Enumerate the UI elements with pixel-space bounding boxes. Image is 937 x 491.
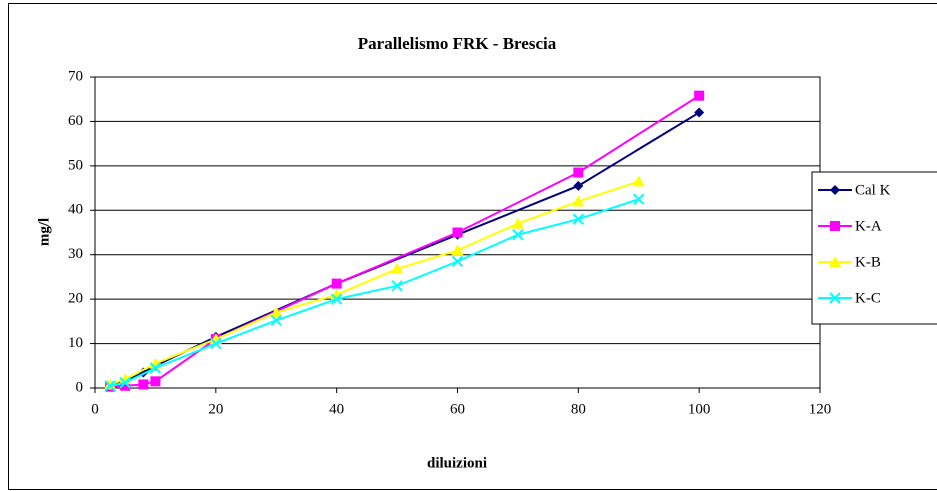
marker <box>451 244 464 256</box>
marker <box>572 195 585 207</box>
marker <box>120 380 131 391</box>
marker <box>830 221 840 231</box>
marker <box>270 314 282 327</box>
x-tick-label: 60 <box>450 401 465 417</box>
legend-label: K-C <box>855 290 881 306</box>
marker <box>573 180 584 191</box>
marker <box>452 227 463 238</box>
marker <box>694 107 705 118</box>
marker <box>829 256 841 267</box>
marker <box>573 167 584 178</box>
marker <box>830 185 840 195</box>
y-tick-label: 10 <box>68 335 83 351</box>
y-tick-label: 50 <box>68 157 83 173</box>
marker <box>149 362 162 374</box>
x-tick-label: 120 <box>809 401 832 417</box>
marker <box>270 306 283 318</box>
x-tick-label: 80 <box>571 401 586 417</box>
marker <box>694 90 705 101</box>
chart-title: Parallelismo FRK - Brescia <box>358 34 557 53</box>
marker <box>104 380 116 392</box>
marker <box>572 213 585 225</box>
marker <box>104 378 117 390</box>
marker <box>829 292 841 304</box>
x-tick-label: 20 <box>208 401 223 417</box>
marker <box>391 262 404 274</box>
x-tick-label: 100 <box>688 401 711 417</box>
x-tick-label: 40 <box>329 401 344 417</box>
legend-label: K-A <box>855 218 882 234</box>
legend-label: Cal K <box>855 182 891 198</box>
marker <box>632 175 645 187</box>
y-tick-label: 70 <box>68 68 83 84</box>
marker <box>210 337 222 350</box>
marker <box>633 193 645 205</box>
marker <box>138 379 149 390</box>
marker <box>391 280 403 292</box>
marker <box>150 376 161 387</box>
marker <box>119 376 131 389</box>
legend-label: K-B <box>855 254 881 270</box>
marker <box>330 293 343 305</box>
marker <box>512 229 524 241</box>
y-tick-label: 30 <box>68 246 83 262</box>
y-tick-label: 40 <box>68 202 83 218</box>
y-tick-label: 0 <box>76 379 84 395</box>
marker <box>331 278 342 289</box>
x-axis-label: diluizioni <box>427 455 487 471</box>
x-tick-label: 0 <box>91 401 99 417</box>
chart-frame <box>8 3 937 490</box>
y-tick-label: 20 <box>68 291 83 307</box>
marker <box>511 217 524 229</box>
y-tick-label: 60 <box>68 113 83 129</box>
marker <box>451 255 464 268</box>
y-axis-label: mg/l <box>36 218 52 246</box>
